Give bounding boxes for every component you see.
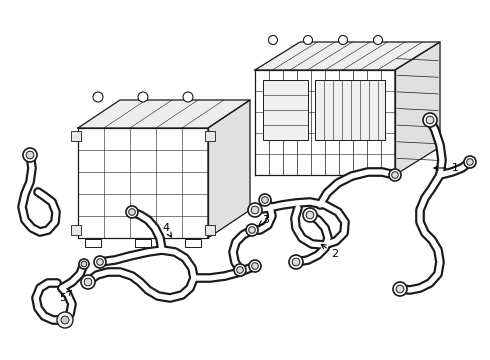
- Circle shape: [423, 113, 437, 127]
- Circle shape: [93, 92, 103, 102]
- Circle shape: [246, 224, 258, 236]
- Circle shape: [393, 282, 407, 296]
- Circle shape: [26, 151, 34, 159]
- Circle shape: [249, 260, 261, 272]
- Circle shape: [23, 148, 37, 162]
- Circle shape: [57, 312, 73, 328]
- Polygon shape: [78, 128, 208, 238]
- Bar: [71, 225, 81, 235]
- Text: 1: 1: [434, 163, 459, 173]
- Polygon shape: [255, 70, 395, 175]
- Circle shape: [183, 92, 193, 102]
- Circle shape: [129, 209, 135, 215]
- Circle shape: [339, 36, 347, 45]
- Circle shape: [138, 92, 148, 102]
- Polygon shape: [255, 42, 440, 70]
- Circle shape: [426, 116, 434, 124]
- Circle shape: [303, 36, 313, 45]
- Circle shape: [259, 194, 271, 206]
- Text: 5: 5: [59, 291, 72, 303]
- Circle shape: [81, 275, 95, 289]
- Circle shape: [97, 259, 103, 265]
- Bar: [135, 239, 151, 247]
- Circle shape: [292, 258, 300, 266]
- Circle shape: [466, 159, 473, 165]
- Circle shape: [234, 264, 246, 276]
- Circle shape: [79, 259, 89, 269]
- Circle shape: [248, 203, 262, 217]
- Bar: [85, 239, 101, 247]
- Bar: [71, 131, 81, 141]
- Bar: [315, 80, 385, 140]
- Circle shape: [389, 169, 401, 181]
- Circle shape: [252, 263, 258, 269]
- Circle shape: [126, 206, 138, 218]
- Circle shape: [269, 36, 277, 45]
- Circle shape: [373, 36, 383, 45]
- Circle shape: [392, 172, 398, 178]
- Circle shape: [84, 278, 92, 286]
- Polygon shape: [78, 100, 250, 128]
- Circle shape: [61, 316, 69, 324]
- Bar: [205, 225, 215, 235]
- Bar: [263, 80, 308, 140]
- Circle shape: [303, 208, 317, 222]
- Text: 4: 4: [163, 223, 172, 237]
- Circle shape: [249, 227, 255, 233]
- Polygon shape: [395, 42, 440, 175]
- Bar: [185, 239, 201, 247]
- Circle shape: [262, 197, 269, 203]
- Bar: [205, 131, 215, 141]
- Circle shape: [81, 261, 87, 267]
- Circle shape: [289, 255, 303, 269]
- Circle shape: [396, 285, 404, 293]
- Circle shape: [251, 206, 259, 214]
- Circle shape: [237, 267, 244, 273]
- Text: 2: 2: [321, 244, 339, 259]
- Circle shape: [464, 156, 476, 168]
- Text: 3: 3: [259, 215, 270, 225]
- Circle shape: [94, 256, 106, 268]
- Polygon shape: [208, 100, 250, 238]
- Circle shape: [306, 211, 314, 219]
